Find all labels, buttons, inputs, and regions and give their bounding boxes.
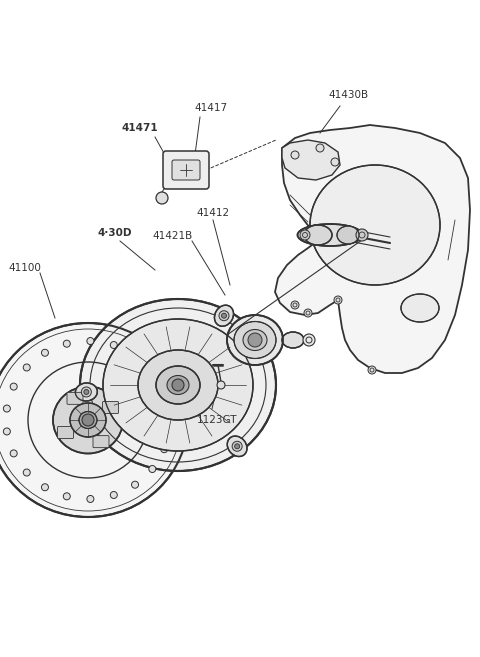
Text: 41417: 41417 <box>194 103 227 113</box>
FancyBboxPatch shape <box>163 151 209 189</box>
Ellipse shape <box>401 294 439 322</box>
Circle shape <box>221 313 227 318</box>
Ellipse shape <box>156 366 200 404</box>
Circle shape <box>87 338 94 344</box>
Circle shape <box>63 493 70 500</box>
Text: 4·30D: 4·30D <box>98 228 132 238</box>
Circle shape <box>41 350 48 356</box>
Circle shape <box>149 466 156 472</box>
Polygon shape <box>282 140 340 180</box>
Circle shape <box>219 311 229 321</box>
Ellipse shape <box>227 436 247 457</box>
Circle shape <box>82 414 94 426</box>
Circle shape <box>300 230 310 240</box>
Ellipse shape <box>75 383 97 401</box>
Circle shape <box>172 379 184 391</box>
Polygon shape <box>275 125 470 373</box>
Circle shape <box>41 484 48 491</box>
Circle shape <box>217 381 225 389</box>
Circle shape <box>10 383 17 390</box>
Ellipse shape <box>103 319 253 451</box>
Circle shape <box>3 405 11 412</box>
Circle shape <box>235 443 240 449</box>
Ellipse shape <box>167 376 189 394</box>
Circle shape <box>87 495 94 503</box>
Circle shape <box>304 309 312 317</box>
Ellipse shape <box>298 224 362 246</box>
Circle shape <box>166 423 173 430</box>
Circle shape <box>331 158 339 166</box>
Circle shape <box>291 151 299 159</box>
FancyBboxPatch shape <box>172 160 200 180</box>
Text: 41430B: 41430B <box>328 90 368 100</box>
Circle shape <box>132 351 139 359</box>
Circle shape <box>316 144 324 152</box>
Text: 41412: 41412 <box>196 208 229 218</box>
Circle shape <box>166 409 173 417</box>
Circle shape <box>248 333 262 347</box>
Circle shape <box>161 388 168 394</box>
Text: 1123GT: 1123GT <box>197 415 238 425</box>
Circle shape <box>232 442 242 451</box>
Ellipse shape <box>304 225 332 245</box>
Ellipse shape <box>80 299 276 471</box>
FancyBboxPatch shape <box>58 426 73 438</box>
Ellipse shape <box>70 403 106 437</box>
Circle shape <box>63 340 70 347</box>
Ellipse shape <box>234 321 276 359</box>
Circle shape <box>3 428 11 435</box>
Ellipse shape <box>215 306 234 327</box>
Circle shape <box>303 334 315 346</box>
Circle shape <box>334 296 342 304</box>
Ellipse shape <box>53 386 123 453</box>
FancyBboxPatch shape <box>67 392 83 404</box>
Circle shape <box>132 481 139 488</box>
FancyBboxPatch shape <box>93 436 109 447</box>
Circle shape <box>356 229 368 241</box>
Circle shape <box>156 192 168 204</box>
Ellipse shape <box>0 323 188 517</box>
Text: 41471: 41471 <box>122 123 158 133</box>
Circle shape <box>368 366 376 374</box>
Circle shape <box>149 367 156 374</box>
FancyBboxPatch shape <box>103 401 119 413</box>
Ellipse shape <box>282 332 304 348</box>
Text: 41100: 41100 <box>8 263 41 273</box>
Circle shape <box>84 390 89 394</box>
Ellipse shape <box>138 350 218 420</box>
Circle shape <box>23 469 30 476</box>
Text: 41421B: 41421B <box>152 231 192 241</box>
Circle shape <box>81 387 91 397</box>
Ellipse shape <box>79 411 97 428</box>
Circle shape <box>10 450 17 457</box>
Ellipse shape <box>243 330 267 350</box>
Circle shape <box>23 364 30 371</box>
Circle shape <box>110 491 117 499</box>
Ellipse shape <box>310 165 440 285</box>
Circle shape <box>291 301 299 309</box>
Ellipse shape <box>337 226 359 244</box>
Circle shape <box>161 445 168 453</box>
Ellipse shape <box>227 315 283 365</box>
Circle shape <box>110 342 117 348</box>
